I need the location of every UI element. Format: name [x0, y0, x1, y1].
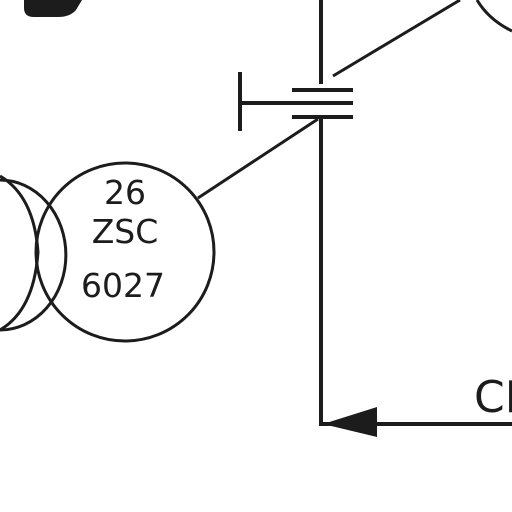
partial-instrument-bubble-upper-right	[475, 0, 512, 33]
instrument-function-code: ZSC	[92, 212, 159, 251]
flow-arrow-icon	[323, 407, 377, 437]
signal-line-upper-right	[332, 0, 461, 78]
instrument-tag-number: 26	[104, 173, 146, 212]
partial-instrument-bubble-left-arc	[0, 174, 40, 332]
instrument-loop-number: 6027	[81, 266, 165, 305]
instrument-bubble-circle	[34, 161, 216, 343]
signal-line-to-valve	[197, 117, 319, 200]
flow-label-partial: CF	[474, 372, 512, 423]
instrument-bubble: 26 ZSC 6027	[34, 161, 216, 343]
partial-instrument-bubble-left	[0, 178, 68, 332]
partial-symbol-top-left	[24, 0, 82, 17]
